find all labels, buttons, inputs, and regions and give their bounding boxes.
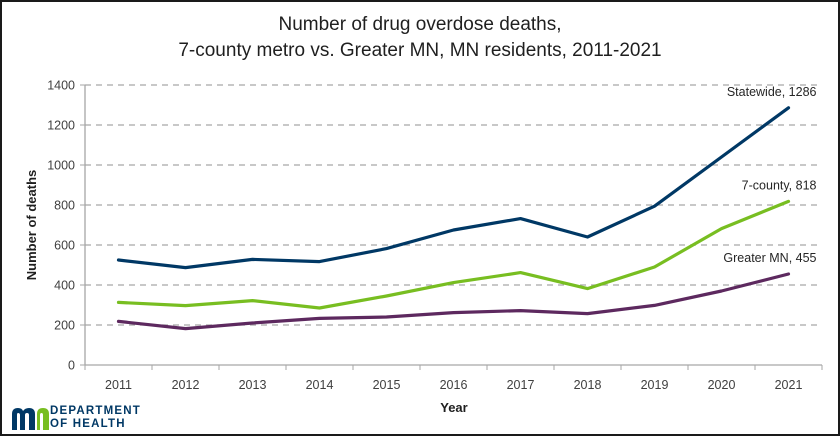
x-tick-label: 2016 [440,378,468,392]
x-tick-label: 2014 [306,378,334,392]
series-line-7-county [116,199,791,310]
x-tick-labels: 2011 2012 2013 2014 2015 2016 2017 2018 2019 2020… [105,378,802,392]
series-lines [116,106,791,331]
logo-line-1: DEPARTMENT [50,405,142,417]
x-tick-label: 2013 [239,378,267,392]
x-tick-label: 2021 [775,378,803,392]
series-end-label: Statewide, 1286 [727,85,817,99]
chart-subtitle: 7-county metro vs. Greater MN, MN reside… [178,40,662,61]
x-tick-label: 2012 [172,378,200,392]
series-line-greater-mn [116,272,791,331]
chart-title: Number of drug overdose deaths, [278,14,562,35]
y-tick-label: 0 [68,359,75,373]
series-line-statewide [116,106,791,270]
axes [80,84,823,370]
x-tick-label: 2020 [708,378,736,392]
y-tick-label: 1200 [47,119,75,133]
x-tick-label: 2019 [641,378,669,392]
y-axis-label: Number of deaths [24,170,39,281]
y-tick-label: 1000 [47,159,75,173]
y-tick-label: 200 [54,319,75,333]
x-tick-label: 2011 [105,378,132,392]
x-tick-label: 2017 [507,378,535,392]
series-end-label: 7-county, 818 [742,178,817,192]
x-tick-label: 2018 [574,378,602,392]
series-labels: Statewide, 1286 7-county, 818 Greater MN, … [723,85,816,265]
x-axis-label: Year [440,400,467,415]
gridlines [85,84,822,326]
series-end-label: Greater MN, 455 [723,251,816,265]
mdh-logo-text: DEPARTMENT OF HEALTH [50,405,141,430]
y-tick-labels: 0 200 400 600 800 1000 1200 1400 [47,79,75,373]
x-tick-label: 2015 [373,378,401,392]
y-tick-label: 600 [54,239,75,253]
logo-line-2: OF HEALTH [50,417,126,430]
y-tick-label: 400 [54,279,75,293]
y-tick-label: 800 [54,199,75,213]
mdh-logo-icon [12,408,49,430]
y-tick-label: 1400 [47,79,75,93]
